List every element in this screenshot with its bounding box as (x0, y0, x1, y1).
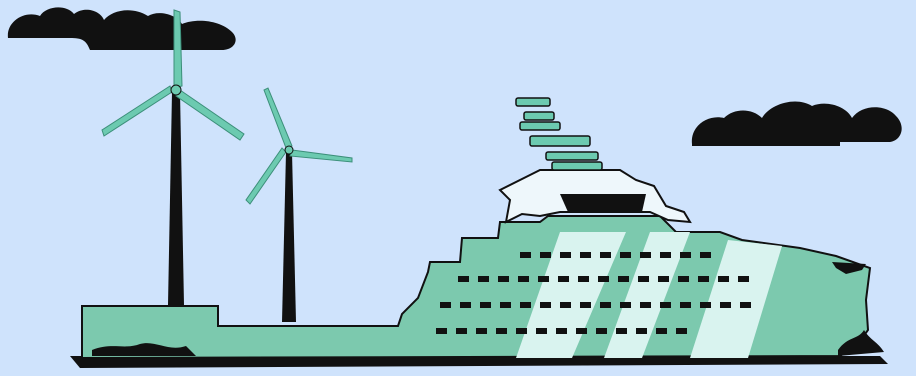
porthole-window (596, 328, 607, 334)
hull-stripe (516, 232, 626, 358)
porthole-window (436, 328, 447, 334)
porthole-window (660, 252, 671, 258)
porthole-window (520, 252, 531, 258)
porthole-window (700, 252, 711, 258)
porthole-window (718, 276, 729, 282)
bow-detail (832, 262, 866, 274)
porthole-window (578, 276, 589, 282)
porthole-window (580, 252, 591, 258)
porthole-window (518, 276, 529, 282)
porthole-window (620, 302, 631, 308)
wind-turbine-icon (101, 9, 245, 305)
porthole-window (458, 276, 469, 282)
porthole-window (560, 302, 571, 308)
porthole-window (480, 302, 491, 308)
porthole-window (498, 276, 509, 282)
wind-turbine-icon (245, 87, 353, 322)
porthole-window (680, 252, 691, 258)
porthole-window (660, 302, 671, 308)
porthole-window (638, 276, 649, 282)
porthole-window (556, 328, 567, 334)
porthole-window (678, 276, 689, 282)
porthole-window (620, 252, 631, 258)
porthole-window (580, 302, 591, 308)
waterline (70, 356, 888, 368)
porthole-window (576, 328, 587, 334)
porthole-window (540, 252, 551, 258)
porthole-window (516, 328, 527, 334)
porthole-window (600, 302, 611, 308)
porthole-window (540, 302, 551, 308)
porthole-window (460, 302, 471, 308)
porthole-window (640, 252, 651, 258)
porthole-window (478, 276, 489, 282)
ship-mast (515, 97, 603, 171)
stern-waves (92, 343, 196, 356)
ship-windows (436, 252, 751, 334)
bridge-window (560, 194, 646, 212)
hull-stripe (604, 232, 690, 358)
porthole-window (558, 276, 569, 282)
porthole-window (538, 276, 549, 282)
porthole-window (600, 252, 611, 258)
porthole-window (680, 302, 691, 308)
porthole-window (740, 302, 751, 308)
porthole-window (520, 302, 531, 308)
porthole-window (536, 328, 547, 334)
porthole-window (738, 276, 749, 282)
porthole-window (616, 328, 627, 334)
ship-icon (70, 97, 888, 368)
porthole-window (440, 302, 451, 308)
porthole-window (656, 328, 667, 334)
porthole-window (698, 276, 709, 282)
porthole-window (720, 302, 731, 308)
porthole-window (476, 328, 487, 334)
porthole-window (618, 276, 629, 282)
cloud-icon (691, 101, 902, 146)
bow-waves (838, 330, 884, 356)
porthole-window (636, 328, 647, 334)
porthole-window (456, 328, 467, 334)
porthole-window (676, 328, 687, 334)
porthole-window (700, 302, 711, 308)
porthole-window (500, 302, 511, 308)
porthole-window (496, 328, 507, 334)
hull-stripe (690, 240, 782, 358)
porthole-window (658, 276, 669, 282)
porthole-window (640, 302, 651, 308)
porthole-window (598, 276, 609, 282)
porthole-window (560, 252, 571, 258)
